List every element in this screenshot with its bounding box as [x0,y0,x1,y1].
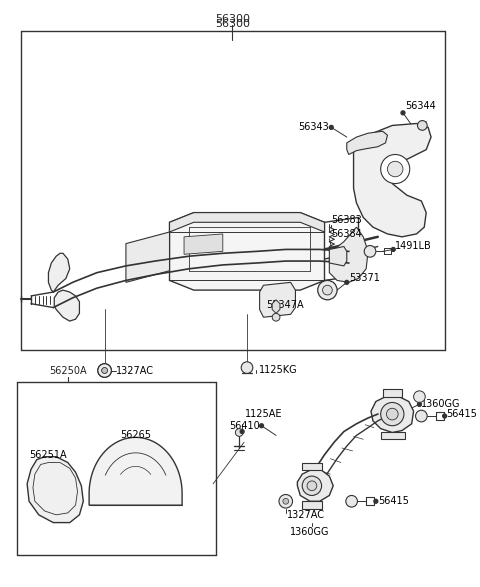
Circle shape [98,364,111,377]
Circle shape [414,391,425,403]
Polygon shape [383,389,402,397]
Text: 56344: 56344 [405,101,436,111]
Polygon shape [371,397,414,433]
Polygon shape [48,254,70,292]
Circle shape [98,364,111,377]
Polygon shape [169,212,324,290]
Text: 1360GG: 1360GG [421,399,461,409]
Text: 56415: 56415 [446,409,478,419]
Circle shape [102,367,108,373]
Text: 56251A: 56251A [29,450,67,460]
Circle shape [302,476,322,495]
Circle shape [329,126,333,129]
Circle shape [381,403,404,426]
Circle shape [418,403,421,406]
Polygon shape [169,212,324,232]
Polygon shape [381,431,405,439]
Text: 56300: 56300 [215,14,250,23]
Circle shape [443,414,446,418]
Polygon shape [272,300,280,313]
Polygon shape [302,501,322,509]
Text: 1491LB: 1491LB [395,241,432,251]
Circle shape [391,248,395,251]
Circle shape [283,498,288,504]
Polygon shape [54,290,79,321]
Polygon shape [184,234,223,254]
Text: 56410: 56410 [229,421,260,431]
Circle shape [416,410,427,422]
Text: 56300: 56300 [215,19,250,29]
Text: 1360GG: 1360GG [290,528,330,538]
Circle shape [345,281,348,284]
Polygon shape [347,131,387,154]
Text: 56343: 56343 [299,122,329,133]
Polygon shape [27,457,84,522]
Circle shape [241,362,253,373]
Polygon shape [126,232,169,282]
Text: 1125AE: 1125AE [245,409,283,419]
Polygon shape [260,282,296,317]
Circle shape [260,424,264,428]
Circle shape [364,245,376,257]
Text: 55347A: 55347A [266,300,303,310]
Text: 56250A: 56250A [49,366,86,376]
Circle shape [307,481,317,491]
Text: 53371: 53371 [348,274,380,284]
Polygon shape [354,123,431,237]
Circle shape [235,429,243,436]
Text: 56384: 56384 [331,229,362,239]
Polygon shape [298,470,333,501]
Polygon shape [329,247,347,266]
Text: 56265: 56265 [120,430,151,440]
Circle shape [386,409,398,420]
Polygon shape [329,227,368,282]
Circle shape [272,313,280,321]
Circle shape [381,154,410,184]
Text: 1327AC: 1327AC [287,510,325,520]
Circle shape [418,120,427,130]
Text: 1327AC: 1327AC [116,366,154,376]
Text: 1125KG: 1125KG [259,365,297,375]
Circle shape [374,500,378,503]
Circle shape [401,111,405,115]
Text: 56383: 56383 [331,215,362,225]
Circle shape [279,494,292,508]
Text: 56415: 56415 [378,496,408,506]
Circle shape [387,161,403,177]
Circle shape [318,281,337,300]
Polygon shape [302,463,322,470]
Circle shape [102,367,108,373]
Circle shape [323,285,332,295]
Circle shape [240,430,244,433]
Polygon shape [89,437,182,505]
Circle shape [346,495,358,507]
